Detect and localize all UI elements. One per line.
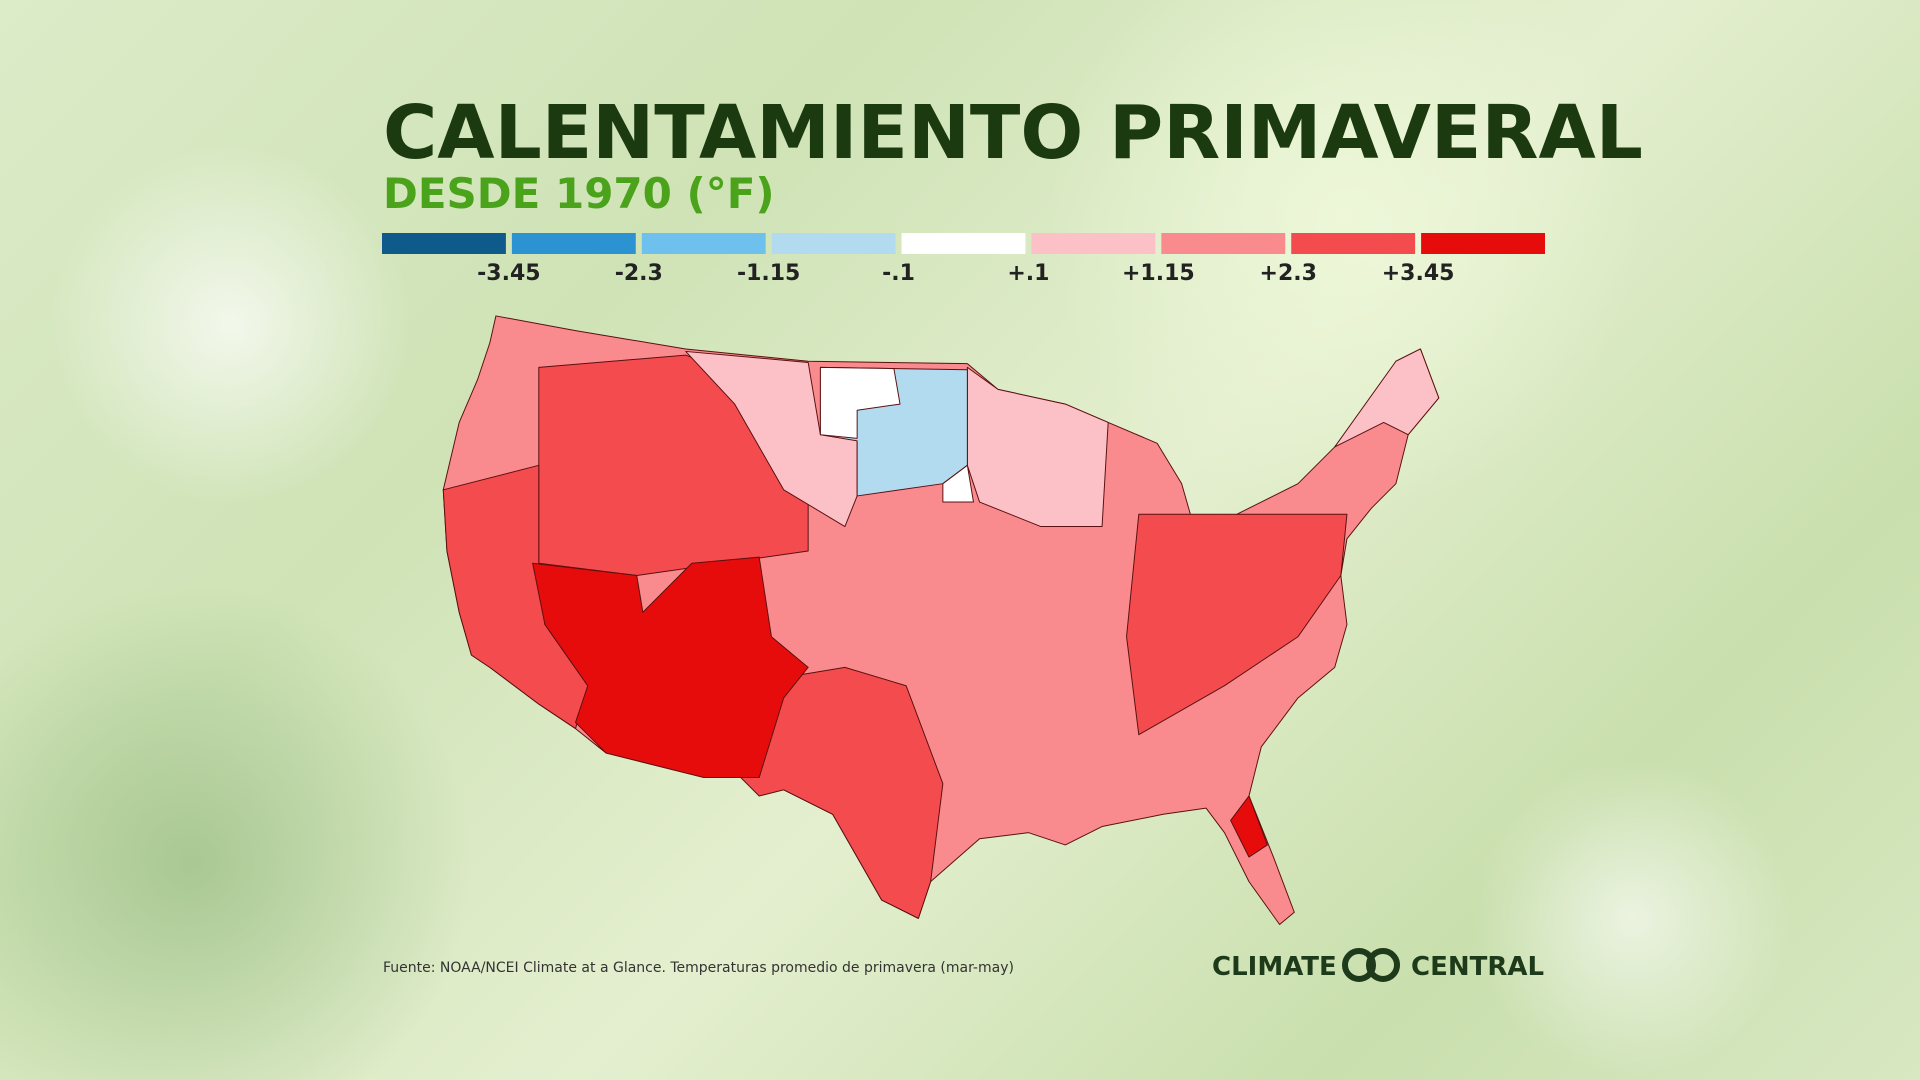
legend-label: -3.45	[477, 261, 540, 286]
region	[734, 666, 944, 919]
legend-label: +1.15	[1122, 261, 1195, 286]
region	[1126, 513, 1348, 736]
legend-swatch	[1161, 233, 1286, 254]
region	[966, 366, 1109, 528]
legend-swatch	[641, 233, 766, 254]
logo-icon	[1366, 948, 1400, 982]
legend-label: -2.3	[615, 261, 663, 286]
region	[442, 464, 589, 730]
region	[942, 464, 974, 503]
legend-swatch	[771, 233, 896, 254]
legend-label: +2.3	[1260, 261, 1317, 286]
legend-swatch	[382, 233, 506, 254]
logo-text: CLIMATE	[1212, 952, 1337, 982]
logo: CLIMATE CENTRAL	[1212, 948, 1544, 982]
source: Fuente: NOAA/NCEI Climate at a Glance. T…	[383, 960, 1014, 976]
legend: -3.45 -2.3 -1.15 -.1 +.1 +1.15 +2.3 +3.45	[382, 233, 1545, 286]
region	[1334, 348, 1440, 448]
legend-label: -1.15	[737, 261, 800, 286]
legend-label: +3.45	[1382, 261, 1455, 286]
region	[1230, 795, 1268, 858]
logo-icon	[1342, 948, 1376, 982]
region	[532, 556, 809, 779]
legend-swatch	[901, 233, 1026, 254]
subtitle: DESDE 1970 (°F)	[383, 169, 775, 218]
legend-label: +.1	[1007, 261, 1049, 286]
us-map	[442, 315, 1440, 925]
logo-text: CENTRAL	[1411, 952, 1544, 982]
legend-label: -.1	[882, 261, 915, 286]
legend-swatch	[1421, 233, 1545, 254]
legend-swatch	[511, 233, 636, 254]
legend-swatch	[1031, 233, 1156, 254]
title: CALENTAMIENTO PRIMAVERAL	[383, 90, 1643, 176]
legend-swatch	[1291, 233, 1416, 254]
region	[819, 366, 901, 439]
